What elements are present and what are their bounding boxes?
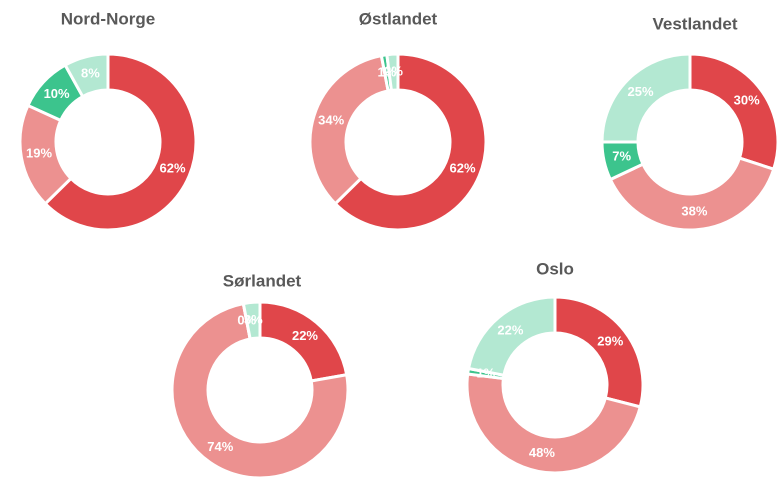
donut-slice: [241, 300, 262, 341]
data-label: 8%: [81, 66, 100, 81]
donut-slice: [385, 52, 400, 93]
donut-slice: [688, 52, 778, 172]
data-label: 30%: [734, 92, 760, 107]
donut-slice: [466, 295, 557, 378]
data-label: 22%: [292, 328, 318, 343]
donut: [308, 52, 488, 232]
data-label: 1%: [378, 64, 397, 79]
data-label: 38%: [681, 203, 707, 218]
chart-title: Oslo: [536, 259, 574, 278]
donut: [465, 295, 645, 475]
donut-slice: [43, 52, 198, 232]
donut-slice: [170, 301, 350, 479]
chart-title: Vestlandet: [652, 14, 737, 33]
chart-title: Nord-Norge: [61, 9, 155, 28]
donut: [18, 52, 198, 232]
data-label: 34%: [318, 113, 344, 128]
donut-slice: [553, 295, 645, 409]
data-label: 25%: [627, 84, 653, 99]
data-label: 2%: [384, 64, 403, 79]
chart-title: Sørlandet: [223, 271, 302, 290]
data-label: 7%: [612, 149, 631, 164]
data-label: 3%: [244, 312, 263, 327]
data-label: 62%: [450, 160, 476, 175]
donut-slice: [608, 156, 776, 232]
data-label: 22%: [497, 323, 523, 338]
data-label: 0%: [237, 313, 256, 328]
data-label: 62%: [160, 160, 186, 175]
donut-slice: [333, 52, 488, 232]
donut: [600, 52, 778, 232]
chart-title: Østlandet: [359, 9, 438, 28]
data-label: 29%: [597, 334, 623, 349]
data-label: 1%: [476, 365, 495, 380]
donut: [170, 300, 350, 479]
donut-slice: [308, 53, 390, 206]
donut-slice: [600, 52, 692, 144]
data-label: 10%: [44, 86, 70, 101]
data-label: 19%: [26, 146, 52, 161]
donut-slice: [63, 52, 110, 99]
donut-slice: [465, 372, 643, 475]
data-label: 74%: [207, 439, 233, 454]
data-label: 48%: [529, 445, 555, 460]
